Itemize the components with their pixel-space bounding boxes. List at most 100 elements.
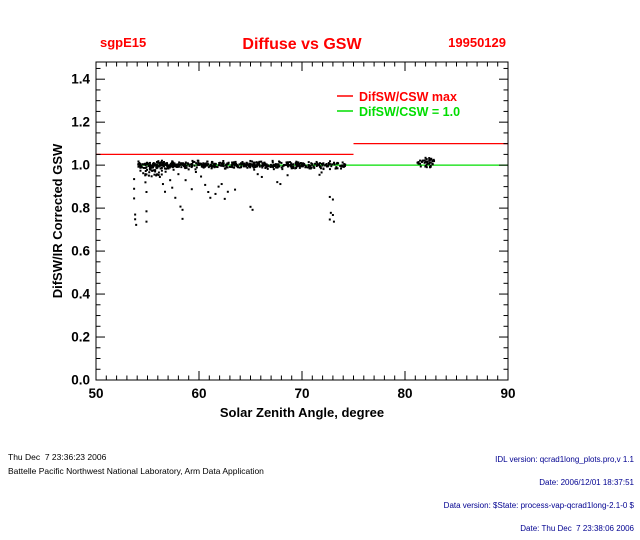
scatter-point bbox=[177, 163, 180, 166]
scatter-point bbox=[144, 181, 147, 184]
scatter-point bbox=[251, 165, 254, 168]
scatter-point bbox=[340, 167, 343, 170]
scatter-point bbox=[198, 163, 201, 166]
scatter-point bbox=[328, 218, 331, 221]
scatter-point bbox=[255, 165, 258, 168]
scatter-point bbox=[251, 160, 254, 163]
scatter-point bbox=[234, 188, 237, 191]
scatter-point bbox=[202, 166, 205, 169]
scatter-point bbox=[190, 162, 193, 165]
scatter-point bbox=[191, 159, 194, 162]
scatter-point bbox=[158, 161, 161, 164]
scatter-point bbox=[301, 165, 304, 168]
scatter-point bbox=[294, 162, 297, 165]
scatter-point bbox=[428, 161, 431, 164]
scatter-point bbox=[427, 162, 430, 165]
scatter-point bbox=[419, 165, 422, 168]
scatter-point bbox=[289, 161, 292, 164]
scatter-point bbox=[172, 168, 175, 171]
scatter-point bbox=[195, 162, 198, 165]
scatter-point bbox=[249, 205, 252, 208]
scatter-point bbox=[424, 164, 427, 167]
scatter-point bbox=[178, 161, 181, 164]
scatter-point bbox=[420, 160, 423, 163]
scatter-point bbox=[313, 166, 316, 169]
scatter-point bbox=[135, 223, 138, 226]
scatter-point bbox=[195, 166, 198, 169]
scatter-point bbox=[290, 165, 293, 168]
scatter-point bbox=[176, 165, 179, 168]
scatter-point bbox=[278, 165, 281, 168]
scatter-point bbox=[142, 163, 145, 166]
plot-canvas: sgpE15 Diffuse vs GSW 19950129 50 60 70 80 9… bbox=[50, 35, 516, 420]
scatter-point bbox=[171, 160, 174, 163]
scatter-point bbox=[223, 197, 226, 200]
y-tick-label: 1.2 bbox=[71, 115, 90, 130]
scatter-point bbox=[258, 161, 261, 164]
scatter-point bbox=[239, 166, 242, 169]
scatter-point bbox=[157, 161, 160, 164]
scatter-point bbox=[169, 179, 172, 182]
scatter-point bbox=[331, 213, 334, 216]
scatter-point bbox=[234, 162, 237, 165]
scatter-point bbox=[322, 167, 325, 170]
scatter-point bbox=[328, 195, 331, 198]
scatter-point bbox=[252, 161, 255, 164]
scatter-point bbox=[264, 166, 267, 169]
scatter-point bbox=[280, 166, 283, 169]
scatter-point bbox=[242, 165, 245, 168]
scatter-point bbox=[333, 162, 336, 165]
scatter-point bbox=[204, 183, 207, 186]
scatter-point bbox=[273, 163, 276, 166]
scatter-point bbox=[163, 167, 166, 170]
scatter-point bbox=[238, 163, 241, 166]
scatter-point bbox=[312, 165, 315, 168]
scatter-point bbox=[214, 162, 217, 165]
scatter-point bbox=[331, 198, 334, 201]
scatter-point bbox=[190, 166, 193, 169]
scatter-point bbox=[258, 164, 261, 167]
scatter-point bbox=[431, 162, 434, 165]
scatter-point bbox=[137, 160, 140, 163]
scatter-point bbox=[260, 160, 263, 163]
scatter-point bbox=[179, 162, 182, 165]
scatter-point bbox=[154, 170, 157, 173]
scatter-point bbox=[270, 164, 273, 167]
scatter-point bbox=[183, 164, 186, 167]
scatter-point bbox=[426, 162, 429, 165]
scatter-point bbox=[431, 159, 434, 162]
scatter-point bbox=[155, 160, 158, 163]
scatter-point bbox=[428, 159, 431, 162]
scatter-point bbox=[139, 164, 142, 167]
organization-footer: Battelle Pacific Northwest National Labo… bbox=[8, 466, 264, 476]
scatter-point bbox=[307, 165, 310, 168]
x-tick-label: 80 bbox=[397, 386, 412, 401]
scatter-point bbox=[144, 164, 147, 167]
scatter-point bbox=[144, 167, 147, 170]
scatter-point bbox=[275, 166, 278, 169]
scatter-point bbox=[286, 174, 289, 177]
scatter-point bbox=[152, 162, 155, 165]
scatter-point bbox=[142, 172, 145, 175]
scatter-point bbox=[272, 166, 275, 169]
scatter-point bbox=[226, 166, 229, 169]
scatter-point bbox=[147, 174, 150, 177]
scatter-point bbox=[253, 161, 256, 164]
y-tick-label: 0.6 bbox=[71, 244, 90, 259]
scatter-point bbox=[181, 217, 184, 220]
scatter-point bbox=[298, 165, 301, 168]
scatter-point bbox=[142, 166, 145, 169]
scatter-point bbox=[164, 163, 167, 166]
scatter-point bbox=[221, 164, 224, 167]
scatter-point bbox=[155, 173, 158, 176]
scatter-point bbox=[212, 163, 215, 166]
scatter-point bbox=[275, 163, 278, 166]
legend: DifSW/CSW max DifSW/CSW = 1.0 bbox=[337, 90, 460, 119]
scatter-point bbox=[160, 161, 163, 164]
scatter-point bbox=[331, 163, 334, 166]
scatter-point bbox=[232, 163, 235, 166]
scatter-point bbox=[145, 173, 148, 176]
scatter-point bbox=[206, 163, 209, 166]
scatter-point bbox=[424, 156, 427, 159]
scatter-point bbox=[295, 164, 298, 167]
